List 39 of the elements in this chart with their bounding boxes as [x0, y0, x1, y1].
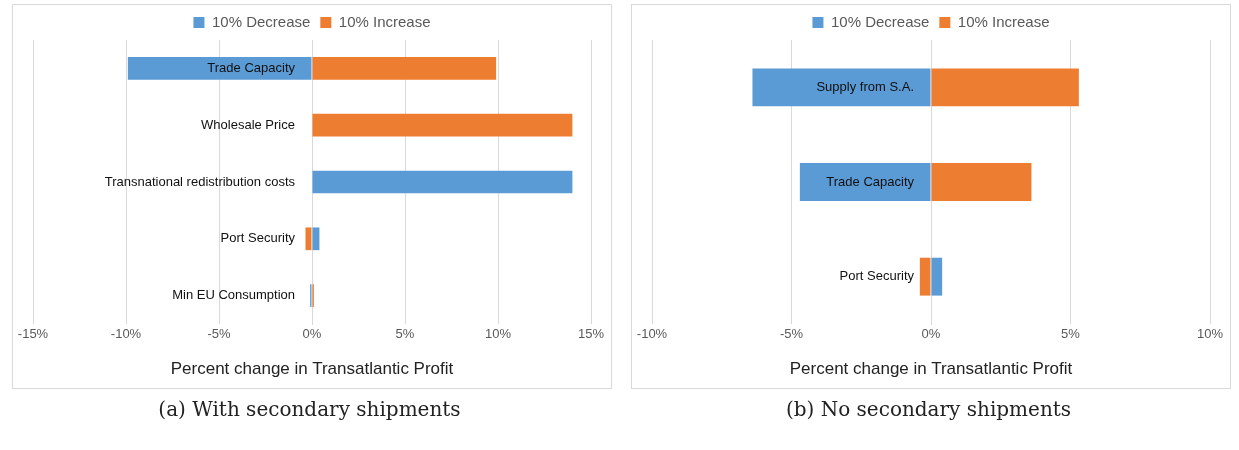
x-tick-label: 0%: [921, 326, 941, 342]
x-tick-label: -10%: [636, 326, 668, 342]
y-tick-label: Port Security: [220, 230, 295, 246]
x-axis-title: Percent change in Transatlantic Profit: [789, 359, 1073, 379]
bar: [304, 227, 311, 251]
y-tick-label: Supply from S.A.: [815, 78, 914, 94]
x-tick-label: 5%: [1060, 326, 1080, 342]
x-tick-label: -15%: [17, 326, 49, 342]
bar: [931, 68, 1079, 107]
text: (b) No secondary shipments: [785, 397, 1072, 421]
bar: [312, 170, 572, 194]
x-tick-label: 5%: [395, 326, 415, 342]
x-axis-title: Percent change in Transatlantic Profit: [170, 359, 454, 379]
legend-label: 10% Increase: [957, 12, 1050, 30]
x-tick-label: 15%: [577, 326, 604, 342]
y-tick-label: Trade Capacity: [206, 59, 295, 75]
x-tick-label: -10%: [110, 326, 142, 342]
bar: [751, 68, 930, 107]
y-tick-label: Port Security: [839, 268, 914, 284]
x-tick-label: -5%: [779, 326, 803, 342]
legend-label: 10% Increase: [338, 12, 431, 30]
text: (a) With secondary shipments: [158, 397, 461, 421]
bar: [919, 257, 930, 296]
y-tick-label: Min EU Consumption: [171, 287, 295, 303]
y-tick-label: Trade Capacity: [825, 173, 914, 189]
legend-label: 10% Decrease: [830, 12, 929, 30]
y-tick-label: Wholesale Price: [200, 116, 295, 132]
x-tick-label: -5%: [206, 326, 231, 342]
bar: [931, 163, 1031, 201]
legend-label: 10% Decrease: [211, 12, 310, 30]
bar: [312, 57, 496, 80]
x-tick-label: 10%: [1196, 326, 1223, 342]
x-tick-label: 10%: [484, 326, 511, 342]
bar: [312, 113, 572, 137]
bar: [799, 163, 930, 201]
bar: [127, 57, 311, 80]
bar: [931, 257, 942, 296]
x-tick-label: 0%: [302, 326, 322, 342]
y-tick-label: Transnational redistribution costs: [104, 173, 295, 189]
